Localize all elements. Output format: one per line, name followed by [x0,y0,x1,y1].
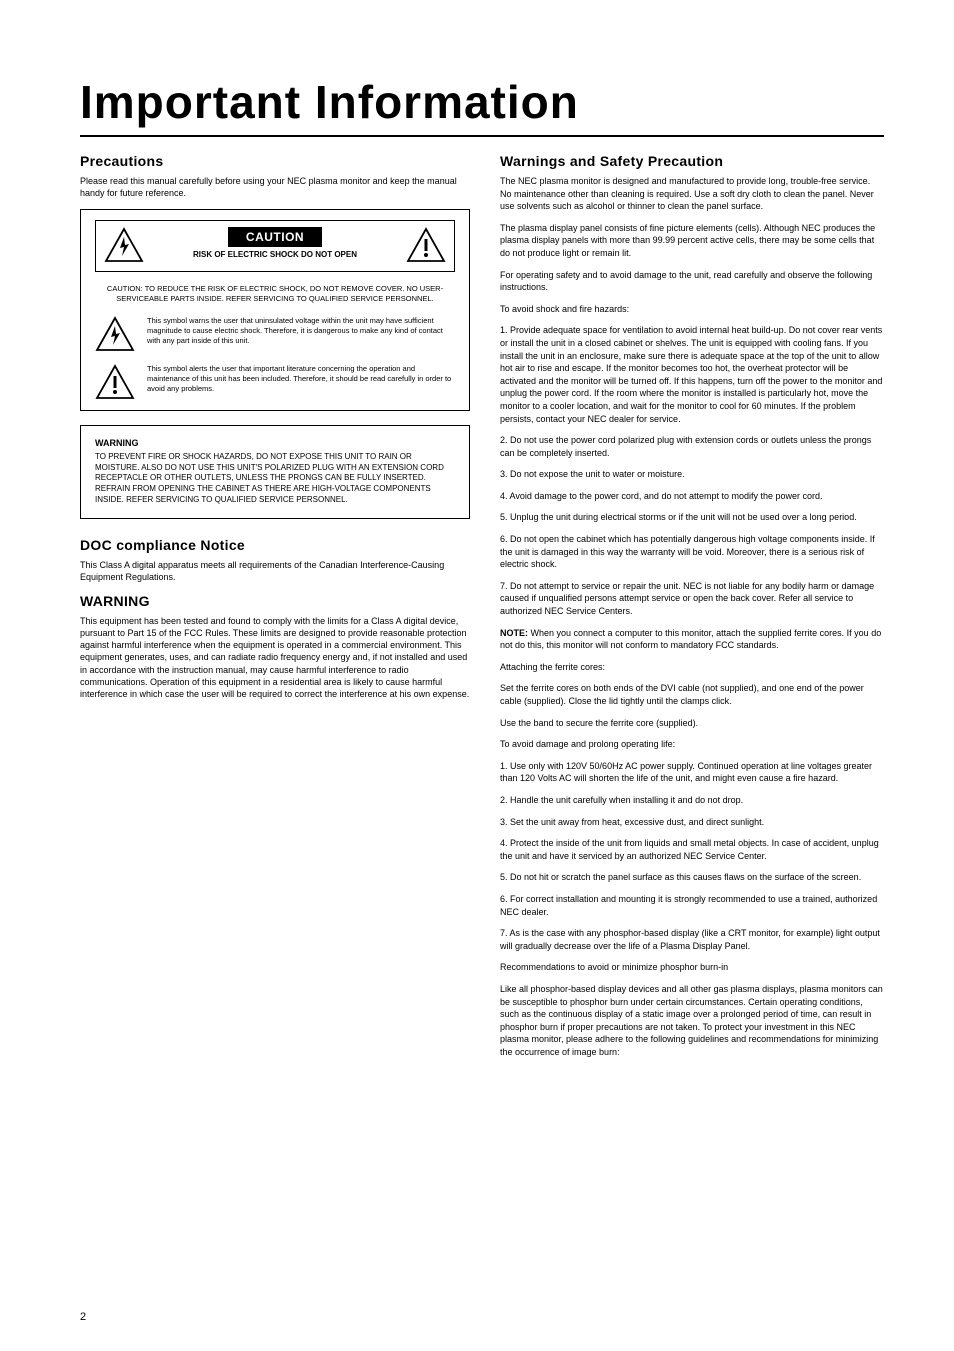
warning-text: This equipment has been tested and found… [80,615,470,700]
doc-text: This Class A digital apparatus meets all… [80,559,470,583]
right-p5: 1. Provide adequate space for ventilatio… [500,324,884,425]
right-p16: To avoid damage and prolong operating li… [500,738,884,751]
heading-doc: DOC compliance Notice [80,537,470,553]
caution-bar-label: CAUTION [228,227,322,247]
caution-outer-box: CAUTION RISK OF ELECTRIC SHOCK DO NOT OP… [80,209,470,411]
right-p2: The plasma display panel consists of fin… [500,222,884,260]
right-p6: 2. Do not use the power cord polarized p… [500,434,884,459]
precautions-intro: Please read this manual carefully before… [80,175,470,199]
exclamation-triangle-icon [406,227,446,263]
bolt-symbol-row: This symbol warns the user that uninsula… [95,316,455,352]
content-columns: Precautions Please read this manual care… [80,153,884,1067]
note-label: NOTE: [500,628,528,638]
right-p12-text: When you connect a computer to this moni… [500,628,881,651]
right-p22: 6. For correct installation and mounting… [500,893,884,918]
right-p15: Use the band to secure the ferrite core … [500,717,884,730]
page-number: 2 [80,1311,86,1323]
warning-box-title: WARNING [95,438,455,448]
right-p12: NOTE: When you connect a computer to thi… [500,627,884,652]
right-p23: 7. As is the case with any phosphor-base… [500,927,884,952]
right-p14: Set the ferrite cores on both ends of th… [500,682,884,707]
bolt-symbol-text: This symbol warns the user that uninsula… [147,316,455,346]
caution-sub-label: RISK OF ELECTRIC SHOCK DO NOT OPEN [152,250,398,259]
right-p9: 5. Unplug the unit during electrical sto… [500,511,884,524]
right-p25: Like all phosphor-based display devices … [500,983,884,1059]
right-p1: The NEC plasma monitor is designed and m… [500,175,884,213]
lightning-triangle-icon [104,227,144,263]
caution-header-box: CAUTION RISK OF ELECTRIC SHOCK DO NOT OP… [95,220,455,272]
right-p8: 4. Avoid damage to the power cord, and d… [500,490,884,503]
title-divider [80,135,884,137]
page-title: Important Information [80,75,884,129]
right-p17: 1. Use only with 120V 50/60Hz AC power s… [500,760,884,785]
lightning-triangle-icon [95,316,135,352]
warning-box-text: TO PREVENT FIRE OR SHOCK HAZARDS, DO NOT… [95,452,455,506]
right-p13: Attaching the ferrite cores: [500,661,884,674]
right-p19: 3. Set the unit away from heat, excessiv… [500,816,884,829]
right-p18: 2. Handle the unit carefully when instal… [500,794,884,807]
caution-below-text: CAUTION: TO REDUCE THE RISK OF ELECTRIC … [95,284,455,304]
left-column: Precautions Please read this manual care… [80,153,470,1067]
exclaim-symbol-text: This symbol alerts the user that importa… [147,364,455,394]
right-p20: 4. Protect the inside of the unit from l… [500,837,884,862]
right-p3: For operating safety and to avoid damage… [500,269,884,294]
right-body: The NEC plasma monitor is designed and m… [500,175,884,1058]
right-p4: To avoid shock and fire hazards: [500,303,884,316]
exclamation-triangle-icon [95,364,135,400]
right-p7: 3. Do not expose the unit to water or mo… [500,468,884,481]
right-column: Warnings and Safety Precaution The NEC p… [500,153,884,1067]
right-p11: 7. Do not attempt to service or repair t… [500,580,884,618]
right-p21: 5. Do not hit or scratch the panel surfa… [500,871,884,884]
heading-warnings-safety: Warnings and Safety Precaution [500,153,884,169]
heading-precautions: Precautions [80,153,470,169]
right-p10: 6. Do not open the cabinet which has pot… [500,533,884,571]
right-p24: Recommendations to avoid or minimize pho… [500,961,884,974]
heading-warning: WARNING [80,593,470,609]
exclaim-symbol-row: This symbol alerts the user that importa… [95,364,455,400]
warning-box: WARNING TO PREVENT FIRE OR SHOCK HAZARDS… [80,425,470,519]
